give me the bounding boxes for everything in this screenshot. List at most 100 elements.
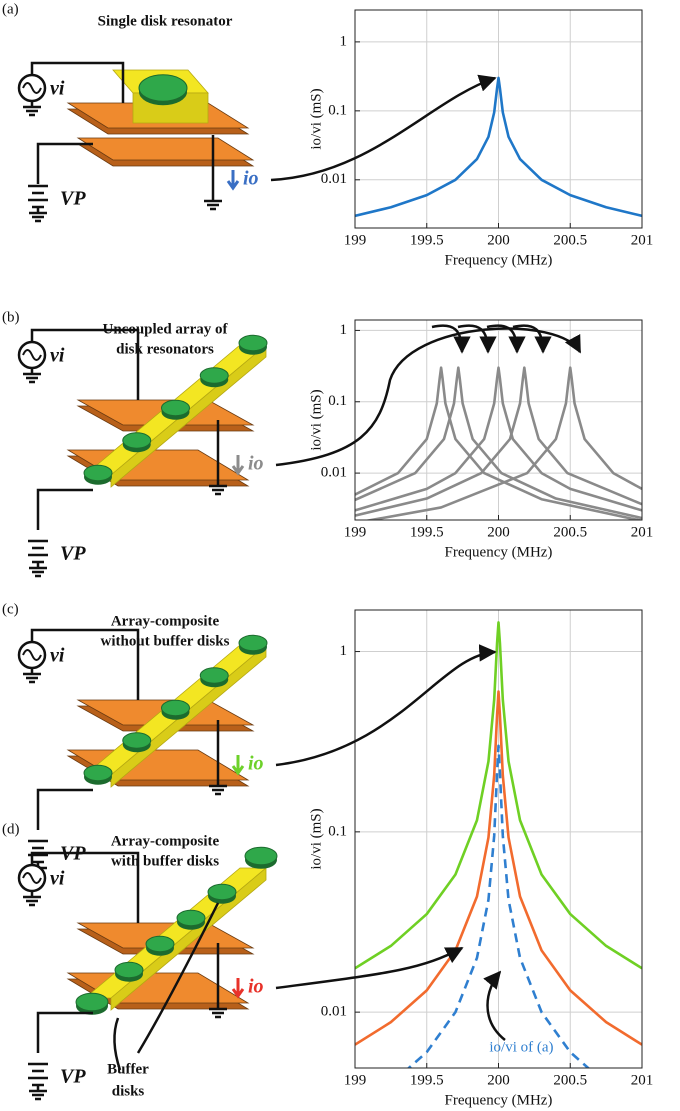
y-tick-label: 1 — [340, 322, 348, 338]
series-line — [406, 744, 591, 1068]
series-line — [355, 621, 642, 970]
source-wave — [22, 649, 42, 661]
disk — [122, 432, 152, 449]
output-label: io — [248, 753, 264, 775]
x-axis-label: Frequency (MHz) — [445, 252, 553, 268]
wire — [209, 780, 227, 796]
output-label: io — [243, 168, 259, 190]
wire — [36, 488, 93, 530]
x-tick-label: 201 — [631, 524, 654, 540]
panel-title: Uncoupled array of — [103, 321, 229, 337]
pointer-arrow — [275, 644, 497, 767]
panel-label: (a) — [2, 1, 19, 17]
pointer-arrow — [275, 946, 464, 990]
x-tick-label: 200 — [487, 232, 510, 248]
output-arrow — [231, 755, 245, 776]
wire — [30, 628, 140, 700]
pointer-arrow — [486, 324, 526, 354]
series-line — [355, 366, 642, 520]
wire — [28, 1062, 48, 1087]
wire — [209, 1003, 227, 1019]
disk — [83, 764, 113, 782]
y-tick-label: 0.01 — [321, 1004, 347, 1020]
disk — [83, 464, 113, 482]
disk — [244, 846, 278, 866]
x-tick-label: 200 — [487, 1072, 510, 1088]
x-tick-label: 199 — [344, 232, 367, 248]
disk — [238, 634, 268, 652]
series-line — [355, 366, 642, 520]
panel-label: (b) — [2, 309, 20, 325]
source-label: vi — [50, 78, 65, 100]
disk — [199, 367, 229, 384]
wire — [113, 1017, 122, 1071]
y-tick-label: 0.1 — [328, 823, 347, 839]
wire — [36, 1011, 93, 1053]
wire — [28, 839, 48, 864]
wire — [23, 891, 41, 907]
disk — [122, 732, 152, 749]
y-tick-label: 1 — [340, 643, 348, 659]
disk — [238, 334, 268, 352]
wire — [30, 61, 125, 103]
plot-frame — [354, 319, 643, 521]
source-wave — [22, 82, 42, 94]
panel-title: disk resonators — [116, 341, 214, 357]
wire — [23, 668, 41, 684]
pointer-arrow — [270, 74, 497, 182]
y-axis-label: io/vi (mS) — [308, 389, 324, 450]
wire — [36, 142, 93, 184]
source-label: vi — [50, 345, 65, 367]
disk — [75, 992, 109, 1012]
panel-label: (c) — [2, 601, 19, 617]
output-arrow — [231, 455, 245, 476]
x-tick-label: 199.5 — [410, 524, 444, 540]
panel-title: Array-composite — [111, 613, 220, 629]
source-wave — [22, 872, 42, 884]
wire — [23, 101, 41, 117]
wire — [36, 788, 93, 830]
wire — [28, 539, 48, 564]
bias-label: VP — [60, 543, 86, 565]
disk — [207, 883, 237, 901]
x-axis-label: Frequency (MHz) — [445, 1092, 553, 1108]
y-tick-label: 0.1 — [328, 102, 347, 118]
y-axis-label: io/vi (mS) — [308, 88, 324, 149]
y-axis-label: io/vi (mS) — [308, 808, 324, 869]
panel-title: Array-composite — [111, 833, 220, 849]
output-arrow — [231, 978, 245, 999]
wire — [30, 328, 140, 400]
disk — [114, 961, 144, 979]
x-tick-label: 200 — [487, 524, 510, 540]
disk — [161, 399, 190, 417]
annotation: io/vi of (a) — [489, 1039, 553, 1055]
source-label: vi — [50, 868, 65, 890]
pointer-arrow — [457, 324, 497, 354]
disk — [138, 74, 188, 102]
x-tick-label: 199.5 — [410, 232, 444, 248]
output-label: io — [248, 976, 264, 998]
panel-title: Single disk resonator — [98, 13, 233, 29]
electrode — [76, 137, 255, 161]
buffer-label: disks — [112, 1083, 145, 1099]
x-tick-label: 200.5 — [553, 232, 587, 248]
series-line — [364, 366, 642, 520]
pointer-arrow — [431, 324, 471, 354]
wire — [29, 207, 47, 223]
y-tick-label: 1 — [340, 33, 348, 49]
pointer-arrow — [483, 970, 506, 1041]
plot-frame — [354, 9, 643, 229]
series-line — [355, 366, 642, 517]
series-line — [355, 366, 642, 512]
bias-label: VP — [60, 188, 86, 210]
wire — [29, 1085, 47, 1101]
panel-label: (d) — [2, 821, 20, 837]
panel-title: without buffer disks — [101, 633, 230, 649]
buffer-label: Buffer — [107, 1061, 149, 1077]
series-line — [355, 76, 642, 218]
wire — [23, 368, 41, 384]
x-tick-label: 200.5 — [553, 524, 587, 540]
y-tick-label: 0.01 — [321, 465, 347, 481]
x-tick-label: 201 — [631, 232, 654, 248]
